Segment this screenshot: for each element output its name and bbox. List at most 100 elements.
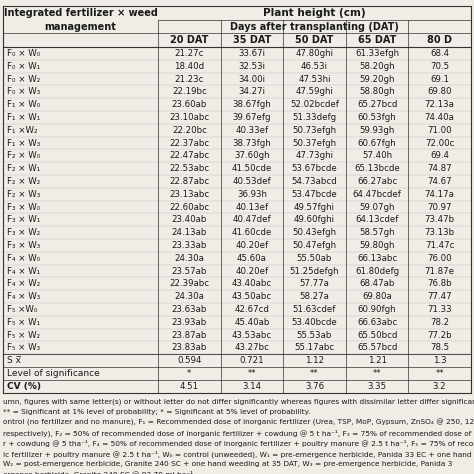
Text: 21.27c: 21.27c [174, 49, 204, 58]
Text: 69.80: 69.80 [428, 87, 452, 96]
Text: 4.51: 4.51 [180, 382, 199, 391]
Text: F₂ × W₃: F₂ × W₃ [7, 190, 40, 199]
Text: 41.50cde: 41.50cde [232, 164, 272, 173]
Text: 71.87e: 71.87e [425, 266, 455, 275]
Text: 23.83ab: 23.83ab [172, 343, 207, 352]
Text: 74.87: 74.87 [428, 164, 452, 173]
Text: 66.27abc: 66.27abc [357, 177, 397, 186]
Text: W₂ = post-emergence herbicide, Granite 240 SC + one hand weeding at 35 DAT, W₃ =: W₂ = post-emergence herbicide, Granite 2… [3, 462, 452, 467]
Text: 59.80gh: 59.80gh [359, 241, 395, 250]
Text: Integrated fertilizer × weed: Integrated fertilizer × weed [4, 8, 157, 18]
Text: F₂ × W₁: F₂ × W₁ [7, 164, 40, 173]
Text: 22.87abc: 22.87abc [169, 177, 210, 186]
Text: 80 D: 80 D [427, 35, 452, 45]
Text: 68.4: 68.4 [430, 49, 449, 58]
Text: 71.47c: 71.47c [425, 241, 455, 250]
Text: 64.13cdef: 64.13cdef [356, 215, 399, 224]
Text: 66.63abc: 66.63abc [357, 318, 397, 327]
Text: 72.00c: 72.00c [425, 138, 455, 147]
Text: 32.53i: 32.53i [238, 62, 265, 71]
Text: 23.13abc: 23.13abc [169, 190, 210, 199]
Text: 18.40d: 18.40d [174, 62, 204, 71]
Text: 52.02bcdef: 52.02bcdef [290, 100, 339, 109]
Text: 23.60ab: 23.60ab [172, 100, 207, 109]
Text: F₅ × W₃: F₅ × W₃ [7, 343, 40, 352]
Text: F₄ × W₂: F₄ × W₂ [7, 279, 40, 288]
Text: 59.93gh: 59.93gh [359, 126, 395, 135]
Text: umn, figures with same letter(s) or without letter do not differ significantly w: umn, figures with same letter(s) or with… [3, 398, 474, 405]
Text: 73.13b: 73.13b [425, 228, 455, 237]
Text: 40.53def: 40.53def [233, 177, 271, 186]
Text: 53.40bcde: 53.40bcde [292, 318, 337, 327]
Text: 59.20gh: 59.20gh [359, 74, 395, 83]
Text: 58.27a: 58.27a [300, 292, 329, 301]
Text: 77.47: 77.47 [428, 292, 452, 301]
Text: 1.21: 1.21 [367, 356, 387, 365]
Text: ic fertilizer + poultry manure @ 2.5 t ha⁻¹, W₀ = control (unweeded), W₁ = pre-e: ic fertilizer + poultry manure @ 2.5 t h… [3, 450, 474, 458]
Text: 60.67fgh: 60.67fgh [358, 138, 396, 147]
Text: 51.25defgh: 51.25defgh [290, 266, 339, 275]
Text: 65.13bcde: 65.13bcde [354, 164, 400, 173]
Text: 58.20gh: 58.20gh [359, 62, 395, 71]
Text: 43.50abc: 43.50abc [232, 292, 272, 301]
Text: 59.07gh: 59.07gh [359, 202, 395, 211]
Text: 22.60abc: 22.60abc [169, 202, 210, 211]
Text: 0.721: 0.721 [239, 356, 264, 365]
Text: 65.57bcd: 65.57bcd [357, 343, 397, 352]
Text: F₄ × W₀: F₄ × W₀ [7, 254, 40, 263]
Text: 23.33ab: 23.33ab [172, 241, 207, 250]
Text: respectively), F₂ = 50% of recommended dose of inorganic fertilizer + cowdung @ : respectively), F₂ = 50% of recommended d… [3, 429, 474, 437]
Text: F₅ × W₁: F₅ × W₁ [7, 318, 40, 327]
Text: 39.67efg: 39.67efg [233, 113, 271, 122]
Text: 66.13abc: 66.13abc [357, 254, 397, 263]
Text: 58.80gh: 58.80gh [359, 87, 395, 96]
Text: 69.1: 69.1 [430, 74, 449, 83]
Text: 49.57fghi: 49.57fghi [294, 202, 335, 211]
Text: F₂ × W₀: F₂ × W₀ [7, 151, 40, 160]
Text: 22.39abc: 22.39abc [169, 279, 210, 288]
Text: F₅ × W₂: F₅ × W₂ [7, 330, 40, 339]
Text: F₃ × W₃: F₃ × W₃ [7, 241, 40, 250]
Text: 74.67: 74.67 [428, 177, 452, 186]
Text: 21.23c: 21.23c [174, 74, 204, 83]
Text: F₁ × W₁: F₁ × W₁ [7, 113, 40, 122]
Text: 41.60cde: 41.60cde [232, 228, 272, 237]
Text: 65 DAT: 65 DAT [358, 35, 396, 45]
Text: 42.67cd: 42.67cd [235, 305, 269, 314]
Text: 50.37efgh: 50.37efgh [292, 138, 337, 147]
Text: 74.40a: 74.40a [425, 113, 455, 122]
Text: 71.00: 71.00 [428, 126, 452, 135]
Text: **: ** [436, 369, 444, 378]
Text: 71.33: 71.33 [428, 305, 452, 314]
Text: 23.10abc: 23.10abc [169, 113, 210, 122]
Text: 23.87ab: 23.87ab [172, 330, 207, 339]
Text: 3.2: 3.2 [433, 382, 447, 391]
Text: F₅ ×W₀: F₅ ×W₀ [7, 305, 37, 314]
Text: 54.73abcd: 54.73abcd [292, 177, 337, 186]
Text: 55.17abc: 55.17abc [294, 343, 335, 352]
Text: 49.60fghi: 49.60fghi [294, 215, 335, 224]
Text: S x̅: S x̅ [7, 356, 21, 365]
Text: 38.73fgh: 38.73fgh [233, 138, 271, 147]
Text: 58.57gh: 58.57gh [359, 228, 395, 237]
Text: F₁ ×W₂: F₁ ×W₂ [7, 126, 37, 135]
Text: 51.63cdef: 51.63cdef [293, 305, 336, 314]
Text: F₂ × W₂: F₂ × W₂ [7, 177, 40, 186]
Text: 53.67bcde: 53.67bcde [292, 164, 337, 173]
Text: 70.97: 70.97 [428, 202, 452, 211]
Text: Plant height (cm): Plant height (cm) [263, 8, 366, 18]
Text: 23.63ab: 23.63ab [172, 305, 207, 314]
Text: 50 DAT: 50 DAT [295, 35, 334, 45]
Text: 38.67fgh: 38.67fgh [233, 100, 271, 109]
Text: 23.57ab: 23.57ab [172, 266, 207, 275]
Text: 76.00: 76.00 [428, 254, 452, 263]
Text: 43.53abc: 43.53abc [232, 330, 272, 339]
Text: 69.4: 69.4 [430, 151, 449, 160]
Text: 45.60a: 45.60a [237, 254, 267, 263]
Text: 51.33defg: 51.33defg [292, 113, 337, 122]
Text: 47.73ghi: 47.73ghi [295, 151, 334, 160]
Text: 73.47b: 73.47b [425, 215, 455, 224]
Text: 43.27bc: 43.27bc [235, 343, 269, 352]
Text: **: ** [310, 369, 319, 378]
Text: F₀ × W₁: F₀ × W₁ [7, 62, 40, 71]
